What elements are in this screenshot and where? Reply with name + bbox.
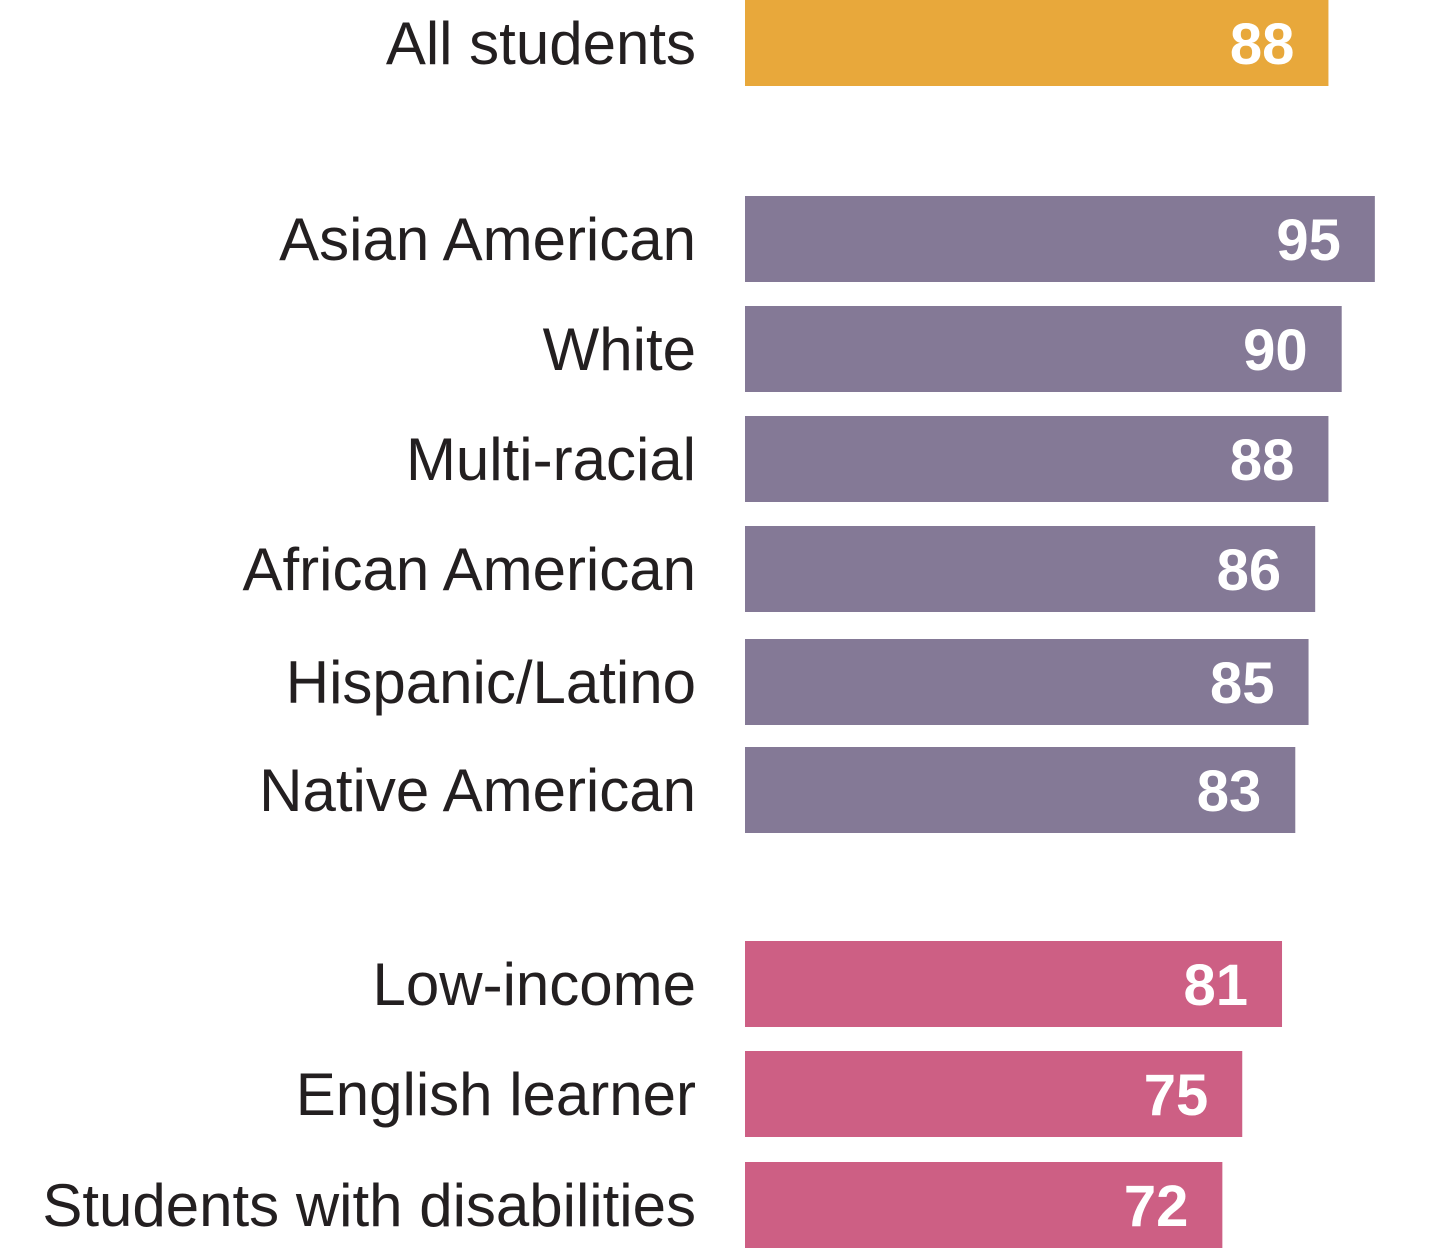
category-label-native-american: Native American <box>259 757 696 824</box>
category-label-low-income: Low-income <box>373 951 696 1018</box>
category-label-students-with-disabilities: Students with disabilities <box>42 1172 696 1239</box>
value-label-students-with-disabilities: 72 <box>1124 1174 1189 1239</box>
category-label-all-students: All students <box>386 10 696 77</box>
value-label-white: 90 <box>1243 318 1308 383</box>
value-label-asian-american: 95 <box>1276 208 1341 273</box>
value-label-all-students: 88 <box>1230 12 1295 77</box>
category-label-english-learner: English learner <box>296 1061 696 1128</box>
value-label-english-learner: 75 <box>1144 1063 1209 1128</box>
category-label-hispanic-latino: Hispanic/Latino <box>286 649 696 716</box>
category-label-multi-racial: Multi-racial <box>406 426 696 493</box>
category-label-white: White <box>543 316 696 383</box>
bar-african-american <box>745 526 1316 612</box>
bar-hispanic-latino <box>745 639 1309 725</box>
bar-low-income <box>745 941 1283 1027</box>
bar-native-american <box>745 747 1296 833</box>
bar-english-learner <box>745 1051 1243 1137</box>
value-label-hispanic-latino: 85 <box>1210 651 1275 716</box>
category-label-african-american: African American <box>242 536 696 603</box>
bar-multi-racial <box>745 416 1329 502</box>
bars-layer <box>745 0 1375 1248</box>
category-labels-layer: All students Asian American White Multi-rac… <box>42 10 696 1239</box>
bar-white <box>745 306 1342 392</box>
bar-all-students <box>745 0 1329 86</box>
value-label-native-american: 83 <box>1197 759 1262 824</box>
bar-asian-american <box>745 196 1375 282</box>
value-label-african-american: 86 <box>1217 538 1282 603</box>
value-labels-layer: 88 95 90 88 86 85 83 81 75 72 <box>1124 12 1341 1239</box>
value-label-low-income: 81 <box>1184 953 1249 1018</box>
category-label-asian-american: Asian American <box>279 206 696 273</box>
value-label-multi-racial: 88 <box>1230 428 1295 493</box>
bar-students-with-disabilities <box>745 1162 1223 1248</box>
